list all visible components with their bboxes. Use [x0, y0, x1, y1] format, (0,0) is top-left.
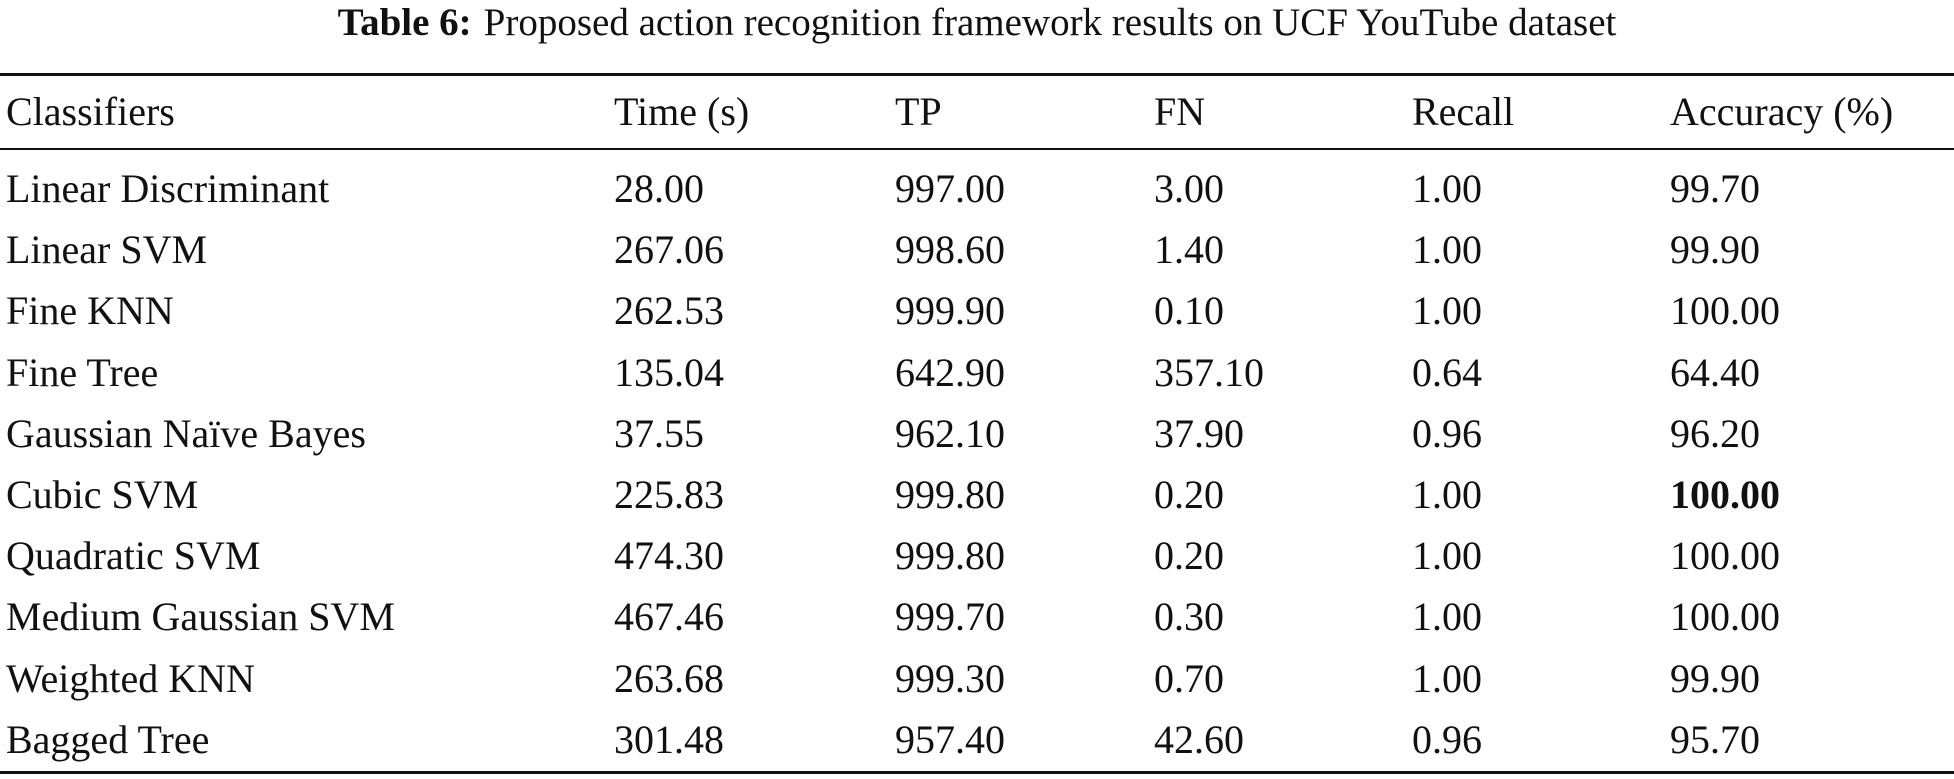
row-label: Quadratic SVM	[6, 533, 261, 579]
table-cell: 64.40	[1670, 349, 1760, 395]
table-cell: 999.70	[895, 594, 1005, 640]
table-cell: 1.00	[1412, 533, 1482, 579]
table-cell: 262.53	[614, 288, 724, 334]
header-cell: FN	[1154, 89, 1206, 134]
row-label: Gaussian Naïve Bayes	[6, 410, 366, 456]
table-cell: 100.00	[1670, 472, 1780, 517]
table-cell: 267.06	[614, 227, 724, 273]
table-cell: 0.96	[1412, 410, 1482, 456]
caption-text: Proposed action recognition framework re…	[483, 1, 1617, 44]
table-cell: 357.10	[1154, 349, 1264, 395]
row-label: Linear SVM	[6, 227, 208, 273]
table-cell: 225.83	[614, 472, 724, 517]
table-cell: 1.00	[1412, 472, 1482, 517]
table-cell: 998.60	[895, 227, 1005, 273]
row-label: Bagged Tree	[6, 716, 210, 762]
row-label: Linear Discriminant	[6, 166, 330, 211]
table-cell: 1.40	[1154, 227, 1224, 273]
top-rule	[0, 73, 1954, 76]
table-cell: 37.90	[1154, 410, 1244, 456]
header-cell: Time (s)	[614, 89, 750, 134]
table-cell: 0.20	[1154, 533, 1224, 579]
header-cell: Recall	[1412, 89, 1515, 134]
table-cell: 99.70	[1670, 166, 1760, 211]
table-cell: 999.30	[895, 655, 1005, 701]
table-cell: 37.55	[614, 410, 704, 456]
table-cell: 100.00	[1670, 533, 1780, 579]
table-cell: 467.46	[614, 594, 724, 640]
caption-label: Table 6:	[337, 1, 472, 44]
header-cell: TP	[895, 89, 942, 134]
table-cell: 999.80	[895, 472, 1005, 517]
table-cell: 28.00	[614, 166, 704, 211]
row-label: Weighted KNN	[6, 655, 255, 701]
header-cell: Accuracy (%)	[1670, 89, 1894, 134]
table-cell: 997.00	[895, 166, 1005, 211]
table-cell: 999.80	[895, 533, 1005, 579]
table-cell: 1.00	[1412, 227, 1482, 273]
table-cell: 96.20	[1670, 410, 1760, 456]
bottom-rule	[0, 771, 1954, 774]
table-cell: 0.70	[1154, 655, 1224, 701]
table-cell: 0.64	[1412, 349, 1482, 395]
table-cell: 957.40	[895, 716, 1005, 762]
table-cell: 962.10	[895, 410, 1005, 456]
table-cell: 1.00	[1412, 166, 1482, 211]
table-cell: 0.30	[1154, 594, 1224, 640]
table-cell: 642.90	[895, 349, 1005, 395]
table-cell: 1.00	[1412, 594, 1482, 640]
table-cell: 42.60	[1154, 716, 1244, 762]
header-cell: Classifiers	[6, 89, 175, 134]
table-cell: 0.96	[1412, 716, 1482, 762]
table-cell: 999.90	[895, 288, 1005, 334]
table-cell: 135.04	[614, 349, 724, 395]
table-cell: 100.00	[1670, 594, 1780, 640]
table-cell: 100.00	[1670, 288, 1780, 334]
table-cell: 3.00	[1154, 166, 1224, 211]
table-caption: Table 6: Proposed action recognition fram…	[0, 0, 1954, 46]
table-cell: 1.00	[1412, 655, 1482, 701]
table-cell: 99.90	[1670, 655, 1760, 701]
table-cell: 0.10	[1154, 288, 1224, 334]
table-cell: 301.48	[614, 716, 724, 762]
row-label: Cubic SVM	[6, 472, 199, 517]
table-cell: 0.20	[1154, 472, 1224, 517]
table-cell: 1.00	[1412, 288, 1482, 334]
row-label: Medium Gaussian SVM	[6, 594, 395, 640]
row-label: Fine Tree	[6, 349, 159, 395]
table-cell: 474.30	[614, 533, 724, 579]
row-label: Fine KNN	[6, 288, 174, 334]
header-rule	[0, 148, 1954, 150]
table-cell: 95.70	[1670, 716, 1760, 762]
table-cell: 99.90	[1670, 227, 1760, 273]
table-cell: 263.68	[614, 655, 724, 701]
